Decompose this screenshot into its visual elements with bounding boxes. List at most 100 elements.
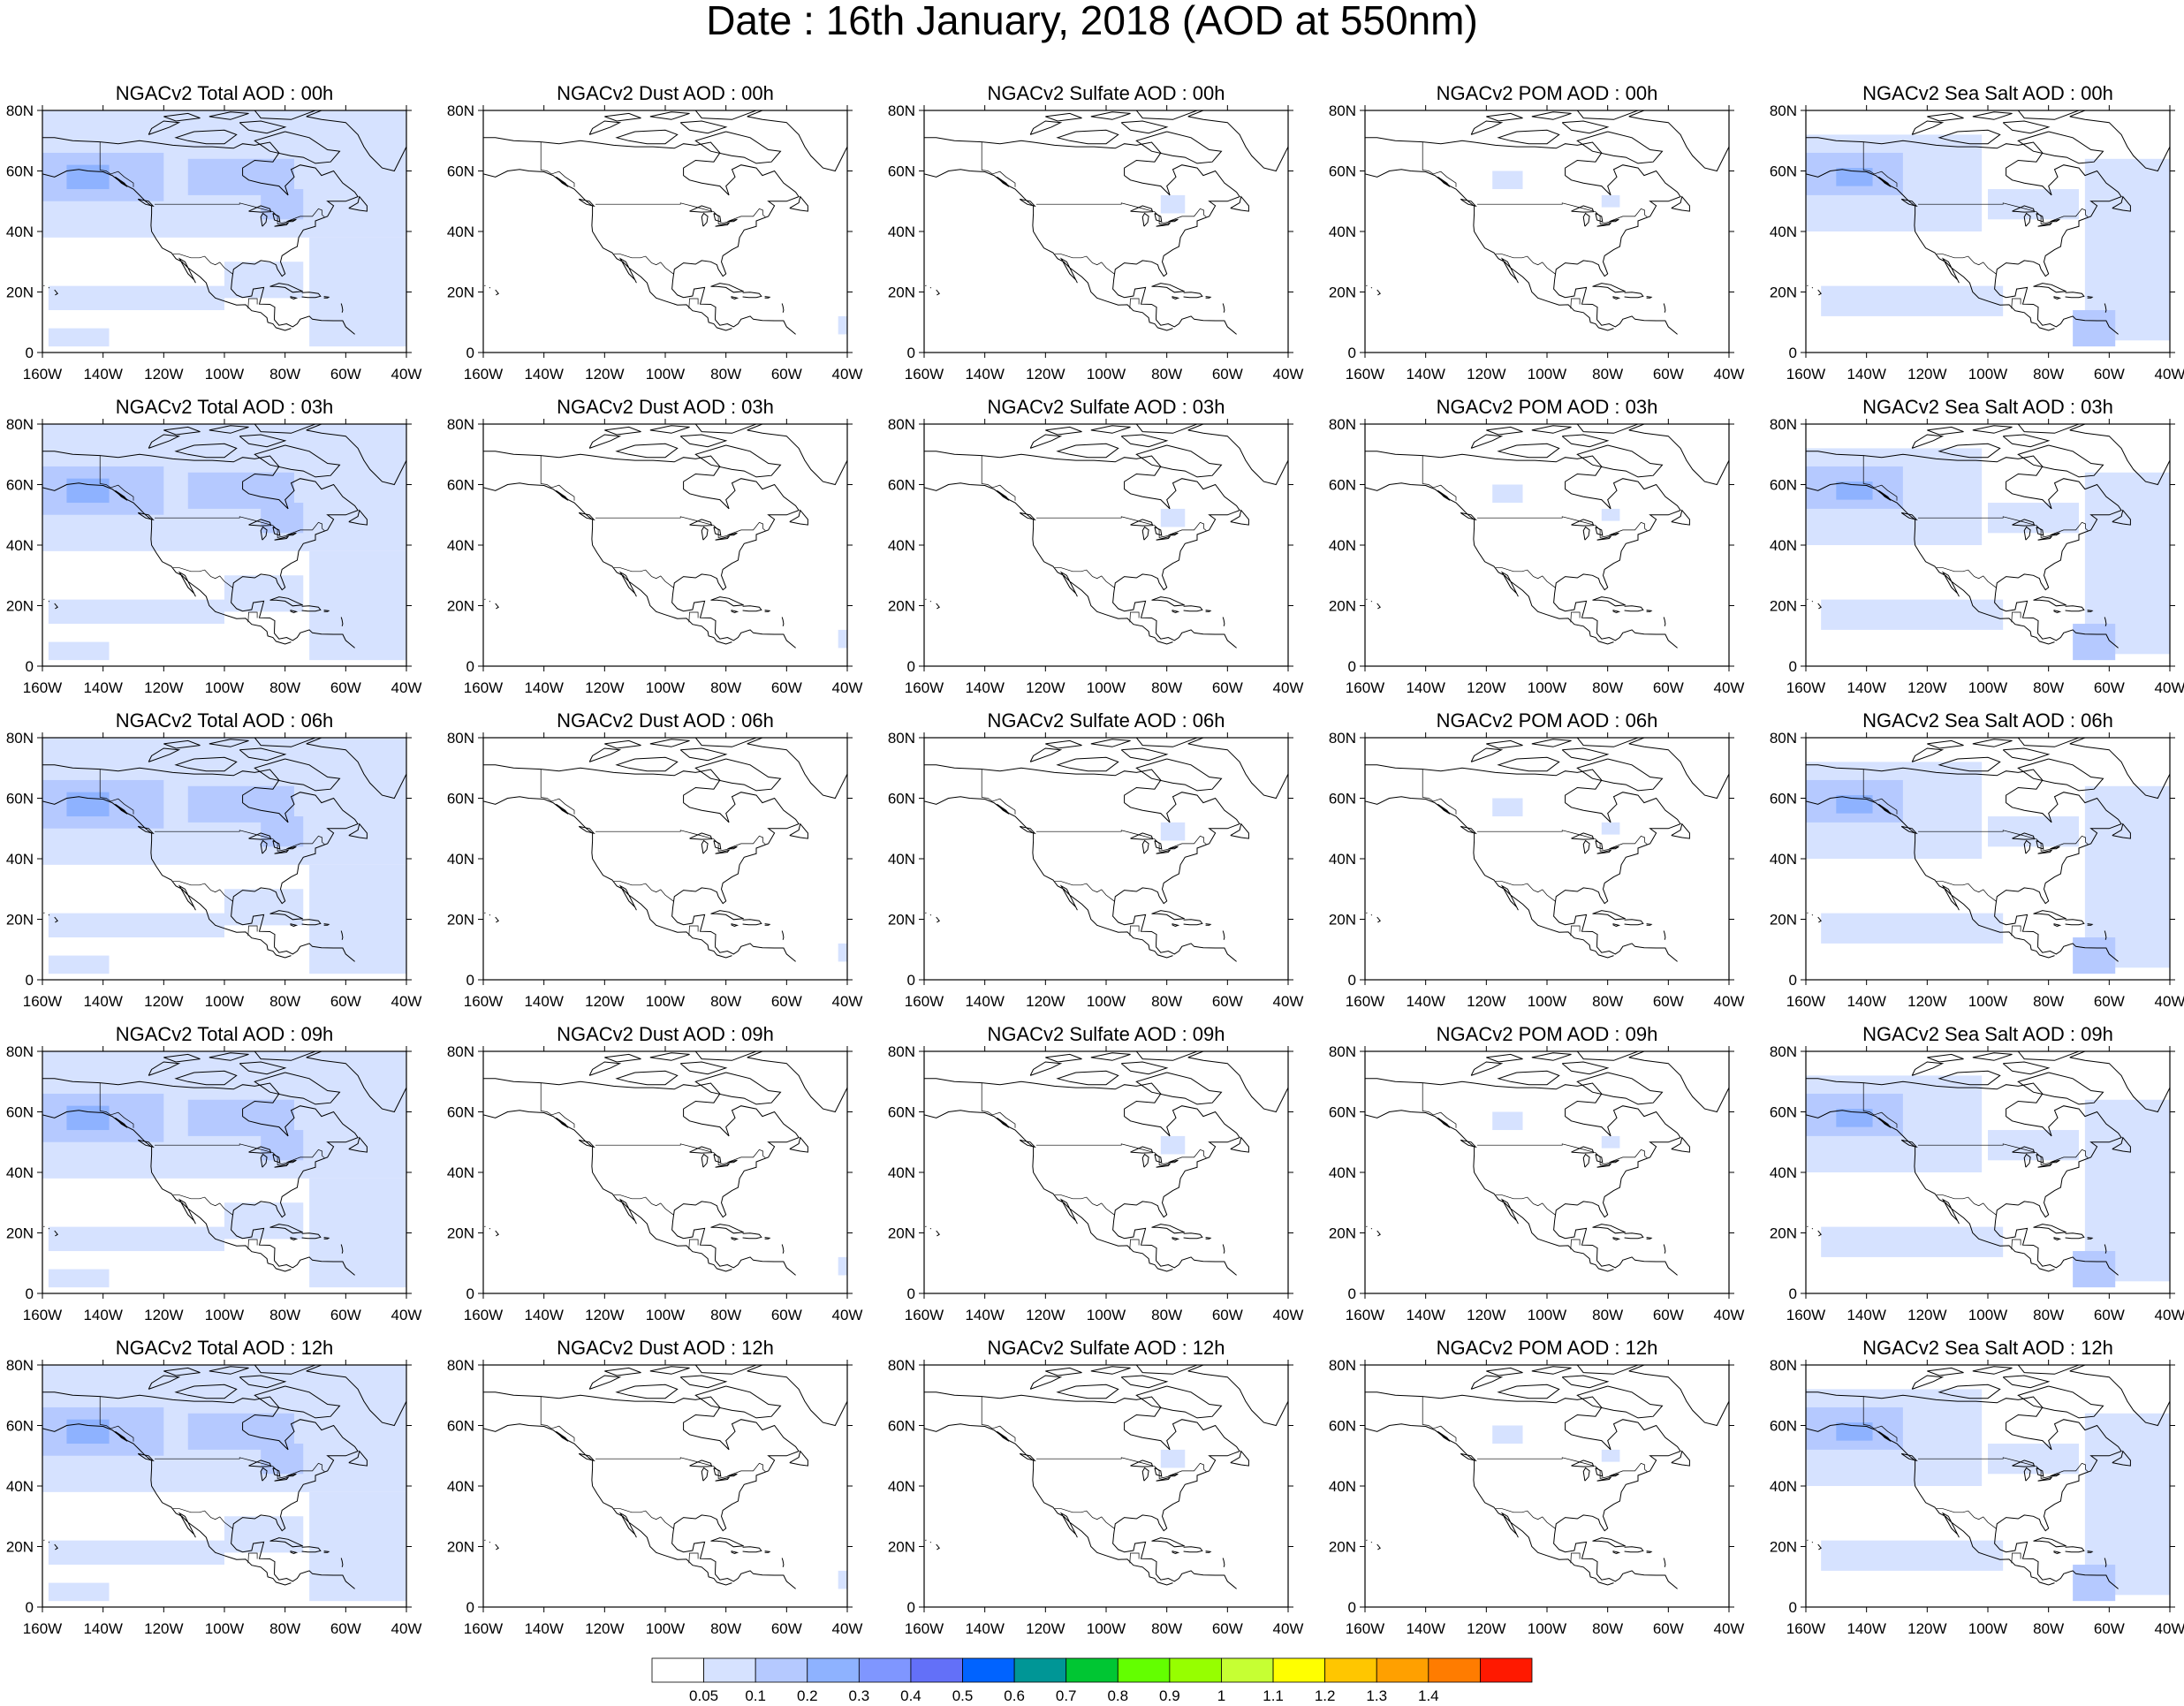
colorbar-label: 0.6	[1004, 1687, 1025, 1704]
coastline	[2002, 1061, 2051, 1075]
coastline	[323, 923, 330, 926]
lon-tick-label: 100W	[1968, 1307, 2007, 1323]
coastline	[1561, 120, 1610, 134]
coastline	[694, 131, 782, 164]
lon-tick-label: 80W	[1151, 1620, 1182, 1637]
coastline	[747, 424, 847, 486]
lat-tick-label: 60N	[1770, 477, 1797, 494]
coastline	[1612, 923, 1621, 927]
lon-tick-label: 160W	[905, 1620, 944, 1637]
coastline	[1576, 1385, 1664, 1419]
lon-tick-label: 100W	[1968, 1620, 2007, 1637]
lon-tick-label: 40W	[391, 1620, 422, 1637]
coastline	[789, 1136, 808, 1153]
coastline	[163, 1367, 201, 1376]
colorbar-swatch	[962, 1657, 1015, 1683]
coastline	[174, 756, 238, 772]
coastline	[495, 1230, 499, 1237]
country-border	[247, 611, 258, 623]
country-border	[1477, 830, 1648, 852]
coastline	[1609, 1159, 1619, 1164]
lon-tick-label: 100W	[1528, 1307, 1566, 1323]
aod-field-cell	[1492, 171, 1523, 190]
coastline	[742, 605, 762, 612]
coastline	[1130, 832, 1154, 840]
lon-tick-label: 160W	[1346, 366, 1384, 383]
coastline	[1222, 303, 1225, 313]
country-border	[155, 202, 325, 224]
coastline	[1595, 1154, 1604, 1164]
coastline	[2033, 1537, 2066, 1548]
colorbar-svg: 0.05 0.1 0.2 0.3 0.4 0.5 0.6 0.7 0.8 0.9 1 1.1 1.2 1.…	[651, 1657, 1533, 1704]
map-panel: NGACv2 Sulfate AOD : 06h 160W 140W 120W 100W…	[885, 703, 1327, 1016]
coastline	[2050, 845, 2060, 850]
lat-tick-label: 20N	[447, 284, 474, 301]
lon-tick-label: 160W	[23, 679, 62, 696]
coastline	[1230, 509, 1249, 526]
coastline	[1811, 1541, 1814, 1543]
coastline	[1019, 1452, 1036, 1462]
country-border	[1918, 516, 2089, 538]
panel-title: NGACv2 POM AOD : 00h	[1436, 82, 1658, 104]
coastline	[1183, 919, 1203, 926]
country-border	[613, 881, 674, 902]
coastline	[1663, 1244, 1666, 1254]
map-panel: NGACv2 Dust AOD : 09h 160W 140W 120W 100W 80W…	[444, 1017, 886, 1330]
lat-tick-label: 60N	[447, 791, 474, 808]
lat-tick-label: 20N	[888, 912, 915, 929]
coastline	[1141, 212, 1149, 227]
colorbar-swatch	[755, 1657, 808, 1683]
coastline	[1205, 610, 1212, 612]
coastline	[54, 603, 58, 610]
coastline	[483, 137, 800, 335]
coastline	[679, 120, 728, 134]
coastline	[1470, 1061, 1504, 1076]
coastline	[1497, 443, 1560, 459]
coastline	[1571, 205, 1595, 213]
coastline	[1370, 600, 1373, 603]
coastline	[715, 535, 731, 541]
lat-tick-label: 20N	[888, 1225, 915, 1242]
coastline	[1531, 1366, 1572, 1375]
coastline	[1900, 1452, 1918, 1462]
coastline	[747, 738, 847, 800]
lat-tick-label: 60N	[6, 163, 34, 180]
coastline	[789, 509, 808, 526]
lat-tick-label: 40N	[447, 224, 474, 240]
coastline	[137, 825, 155, 835]
coastline	[694, 444, 782, 478]
coastline	[248, 519, 272, 527]
lon-tick-label: 120W	[144, 1307, 183, 1323]
coastline	[997, 1430, 1010, 1442]
lat-tick-label: 40N	[1770, 537, 1797, 554]
coastline	[1663, 303, 1666, 313]
coastline	[43, 912, 45, 914]
colorbar-label: 0.1	[745, 1687, 766, 1704]
lon-tick-label: 140W	[965, 1620, 1004, 1637]
coastline	[306, 738, 406, 800]
lon-tick-label: 60W	[330, 1307, 361, 1323]
lon-tick-label: 160W	[1346, 993, 1384, 1010]
lon-tick-label: 120W	[144, 993, 183, 1010]
coastline	[578, 198, 595, 208]
coastline	[2069, 110, 2170, 172]
map-plot: 160W 140W 120W 100W 80W 60W 40W 80N 60N 40N 20N 0	[6, 1357, 422, 1637]
lon-tick-label: 60W	[1653, 679, 1684, 696]
coastline	[54, 1230, 58, 1237]
coastline	[789, 1450, 808, 1467]
coastline	[1582, 1153, 1590, 1168]
coastline	[1222, 1244, 1225, 1254]
coastline	[588, 747, 622, 762]
coastline	[1807, 1539, 1809, 1542]
aod-field-cell	[261, 816, 304, 847]
country-border	[1129, 925, 1140, 936]
lon-tick-label: 40W	[1714, 993, 1745, 1010]
coastline	[1595, 1467, 1604, 1477]
coastline	[2069, 1051, 2170, 1113]
lat-tick-label: 0	[1348, 972, 1356, 989]
map-panel: NGACv2 Dust AOD : 12h 160W 140W 120W 100W 80W…	[444, 1331, 886, 1643]
aod-field-cell	[1492, 798, 1523, 817]
coastline	[997, 1117, 1010, 1128]
coastline	[1972, 1366, 2013, 1375]
country-border	[1036, 516, 1207, 538]
